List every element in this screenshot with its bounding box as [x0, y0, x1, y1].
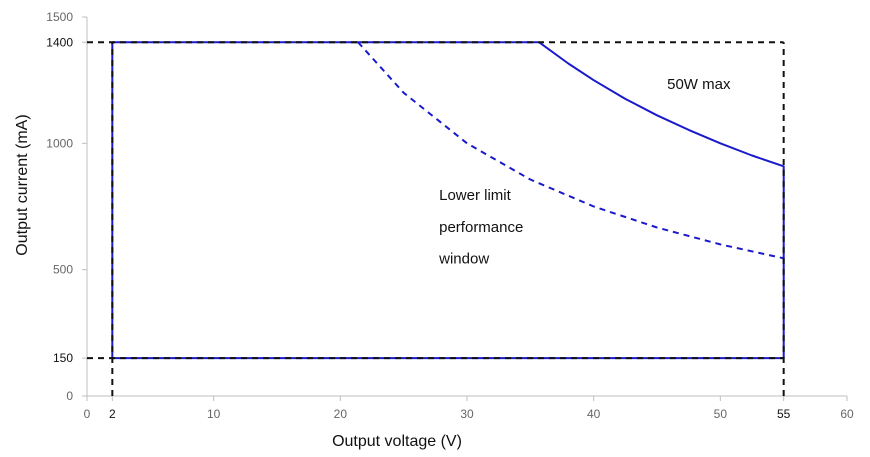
tick-labels: 0 10 20 30 40 50 60 2 55 0 500 1000 1500 150 1400: [46, 10, 854, 421]
annotation-label: window: [438, 250, 489, 267]
x-axis-title: Output voltage (V): [332, 433, 462, 450]
reference-lines: [87, 41, 785, 396]
x-tick-label: 10: [207, 407, 221, 421]
y-tick-label: 1000: [46, 136, 73, 150]
annotations: 50W max Lower limit performance window: [438, 76, 731, 267]
x-tick-label: 2: [109, 407, 116, 421]
lower-limit-curve: [357, 41, 784, 260]
x-tick-label: 20: [334, 407, 348, 421]
x-tick-label: 55: [777, 407, 791, 421]
annotation-label: Lower limit: [439, 187, 512, 204]
annotation-label: 50W max: [667, 76, 731, 93]
annotation-label: performance: [439, 219, 523, 236]
x-tick-label: 60: [840, 407, 854, 421]
y-axis-title: Output current (mA): [14, 114, 31, 255]
x-tick-label: 40: [587, 407, 601, 421]
y-tick-label: 500: [53, 263, 73, 277]
y-tick-label: 1500: [46, 10, 73, 24]
y-tick-label: 1400: [46, 35, 73, 49]
axes: [82, 16, 848, 401]
x-tick-label: 30: [460, 407, 474, 421]
y-tick-label: 150: [53, 351, 73, 365]
x-tick-label: 50: [714, 407, 728, 421]
y-tick-label: 0: [66, 389, 73, 403]
x-tick-label: 0: [84, 407, 91, 421]
